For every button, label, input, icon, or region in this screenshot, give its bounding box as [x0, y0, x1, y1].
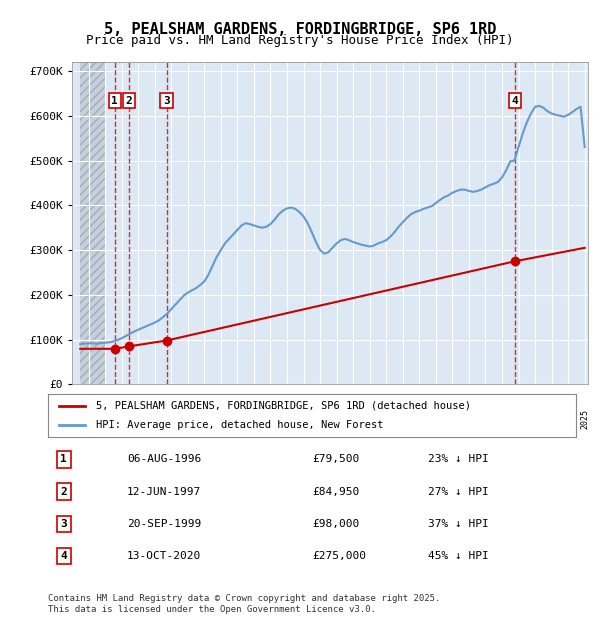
Text: 2014: 2014 [398, 409, 407, 429]
Text: 2013: 2013 [382, 409, 391, 429]
Text: 2: 2 [61, 487, 67, 497]
Text: 2: 2 [125, 95, 132, 105]
Text: 23% ↓ HPI: 23% ↓ HPI [428, 454, 489, 464]
Text: 20-SEP-1999: 20-SEP-1999 [127, 519, 202, 529]
Text: 2017: 2017 [448, 409, 457, 429]
Text: 2012: 2012 [365, 409, 374, 429]
Text: 2007: 2007 [283, 409, 292, 429]
Text: 2018: 2018 [464, 409, 473, 429]
Text: 1: 1 [61, 454, 67, 464]
Text: 06-AUG-1996: 06-AUG-1996 [127, 454, 202, 464]
Text: £98,000: £98,000 [312, 519, 359, 529]
Text: 5, PEALSHAM GARDENS, FORDINGBRIDGE, SP6 1RD (detached house): 5, PEALSHAM GARDENS, FORDINGBRIDGE, SP6 … [95, 401, 470, 411]
Text: 2025: 2025 [580, 409, 589, 429]
Text: 2024: 2024 [563, 409, 572, 429]
Text: 3: 3 [61, 519, 67, 529]
Text: 2020: 2020 [497, 409, 506, 429]
Text: Price paid vs. HM Land Registry's House Price Index (HPI): Price paid vs. HM Land Registry's House … [86, 34, 514, 47]
Text: 13-OCT-2020: 13-OCT-2020 [127, 551, 202, 561]
Text: 5, PEALSHAM GARDENS, FORDINGBRIDGE, SP6 1RD: 5, PEALSHAM GARDENS, FORDINGBRIDGE, SP6 … [104, 22, 496, 37]
Text: 4: 4 [512, 95, 518, 105]
Text: 37% ↓ HPI: 37% ↓ HPI [428, 519, 489, 529]
Text: 2000: 2000 [167, 409, 176, 429]
Text: HPI: Average price, detached house, New Forest: HPI: Average price, detached house, New … [95, 420, 383, 430]
Text: 1: 1 [112, 95, 118, 105]
Text: 2022: 2022 [530, 409, 539, 429]
Text: 2016: 2016 [431, 409, 440, 429]
Text: £79,500: £79,500 [312, 454, 359, 464]
Text: 2021: 2021 [514, 409, 523, 429]
Text: 12-JUN-1997: 12-JUN-1997 [127, 487, 202, 497]
Text: 1997: 1997 [117, 409, 126, 429]
Text: 1996: 1996 [101, 409, 110, 429]
Text: 2015: 2015 [415, 409, 424, 429]
Text: 2008: 2008 [299, 409, 308, 429]
Bar [80, 62, 105, 384]
Text: £275,000: £275,000 [312, 551, 366, 561]
Text: 1999: 1999 [150, 409, 159, 429]
Text: 2002: 2002 [200, 409, 209, 429]
Text: 2005: 2005 [250, 409, 259, 429]
Text: 1995: 1995 [84, 409, 93, 429]
Text: 2009: 2009 [316, 409, 325, 429]
Text: 2006: 2006 [266, 409, 275, 429]
Text: 45% ↓ HPI: 45% ↓ HPI [428, 551, 489, 561]
Text: 2011: 2011 [349, 409, 358, 429]
Text: £84,950: £84,950 [312, 487, 359, 497]
Text: 2003: 2003 [217, 409, 226, 429]
Text: 3: 3 [163, 95, 170, 105]
Text: 1998: 1998 [134, 409, 143, 429]
Text: Contains HM Land Registry data © Crown copyright and database right 2025.
This d: Contains HM Land Registry data © Crown c… [48, 595, 440, 614]
Text: 2019: 2019 [481, 409, 490, 429]
Text: 2023: 2023 [547, 409, 556, 429]
Text: 2010: 2010 [332, 409, 341, 429]
Text: 27% ↓ HPI: 27% ↓ HPI [428, 487, 489, 497]
Text: 2004: 2004 [233, 409, 242, 429]
Text: 2001: 2001 [183, 409, 192, 429]
Text: 4: 4 [61, 551, 67, 561]
